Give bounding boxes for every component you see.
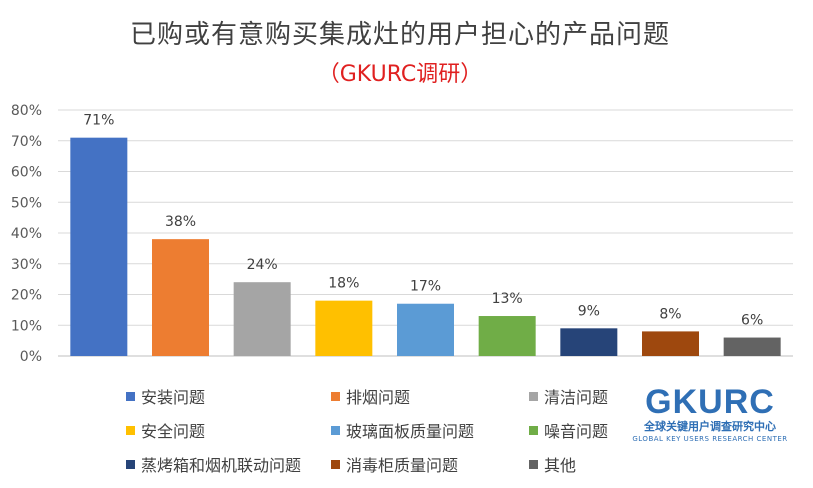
legend-swatch: [126, 391, 135, 401]
legend-swatch: [529, 459, 538, 469]
legend-label: 排烟问题: [346, 388, 411, 407]
data-label: 13%: [492, 291, 523, 307]
data-label: 71%: [83, 113, 114, 129]
legend-swatch: [529, 425, 538, 435]
logo-en-text: GLOBAL KEY USERS RESEARCH CENTER: [632, 435, 788, 443]
legend-item: 清洁问题: [529, 384, 608, 408]
bar: [233, 282, 291, 356]
y-tick-label: 50%: [11, 195, 42, 211]
bar: [70, 137, 128, 356]
y-tick-label: 20%: [11, 288, 42, 304]
legend-label: 消毒柜质量问题: [346, 456, 459, 475]
bar: [560, 328, 618, 356]
legend-item: 排烟问题: [331, 384, 410, 408]
bar: [152, 239, 209, 356]
y-tick-label: 60%: [11, 165, 42, 181]
legend-item: 玻璃面板质量问题: [331, 418, 474, 442]
data-label: 24%: [247, 257, 278, 273]
y-tick-label: 40%: [11, 226, 42, 242]
chart-title: 已购或有意购买集成灶的用户担心的产品问题: [129, 20, 670, 50]
bar: [397, 303, 454, 356]
legend-label: 其他: [544, 456, 577, 475]
data-label: 17%: [410, 279, 441, 295]
legend-label: 安装问题: [141, 388, 206, 407]
data-label: 18%: [328, 276, 359, 292]
bar: [478, 316, 536, 356]
legend-item: 消毒柜质量问题: [331, 452, 458, 476]
bar: [315, 300, 373, 356]
legend-swatch: [331, 459, 340, 469]
legend-swatch: [529, 391, 538, 401]
legend-label: 噪音问题: [544, 422, 609, 441]
legend-swatch: [331, 425, 340, 435]
legend-swatch: [331, 391, 340, 401]
y-tick-label: 0%: [20, 349, 42, 365]
data-label: 9%: [578, 303, 600, 319]
legend-item: 安装问题: [126, 384, 205, 408]
legend-item: 蒸烤箱和烟机联动问题: [126, 452, 301, 476]
legend-swatch: [126, 425, 135, 435]
bar: [642, 331, 699, 356]
legend-label: 玻璃面板质量问题: [346, 422, 475, 441]
data-label: 8%: [659, 306, 681, 322]
gkurc-logo: GKURC 全球关键用户调查研究中心 GLOBAL KEY USERS RESE…: [630, 384, 790, 444]
y-tick-label: 30%: [11, 257, 42, 273]
logo-text: GKURC: [645, 383, 775, 421]
data-label: 38%: [165, 214, 196, 230]
legend-label: 蒸烤箱和烟机联动问题: [141, 456, 302, 475]
legend-swatch: [126, 459, 135, 469]
data-label: 6%: [741, 313, 763, 329]
y-tick-label: 80%: [11, 103, 42, 119]
legend-item: 噪音问题: [529, 418, 608, 442]
y-tick-label: 70%: [11, 134, 42, 150]
legend-label: 安全问题: [141, 422, 206, 441]
y-tick-label: 10%: [11, 318, 42, 334]
legend-item: 安全问题: [126, 418, 205, 442]
logo-cn-text: 全球关键用户调查研究中心: [644, 420, 776, 433]
bar: [723, 337, 781, 356]
legend-label: 清洁问题: [544, 388, 609, 407]
legend-item: 其他: [529, 452, 576, 476]
chart-subtitle: （GKURC调研）: [317, 62, 483, 87]
